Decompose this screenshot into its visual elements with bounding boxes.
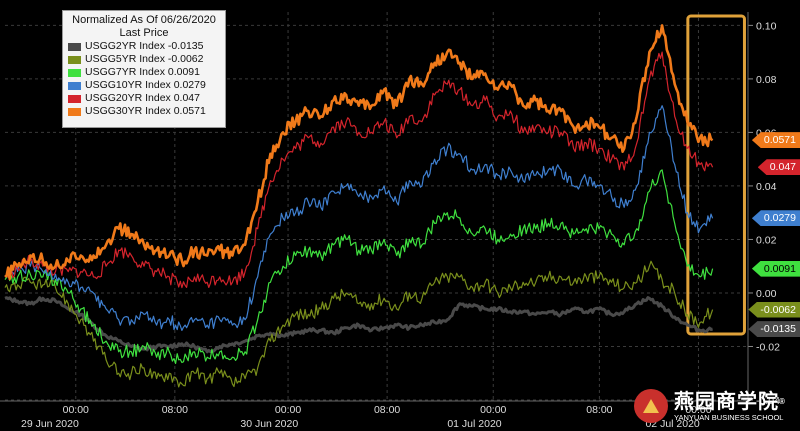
highlight-rect <box>686 14 746 336</box>
x-tick-label: 00:00 <box>685 404 711 416</box>
watermark-cn: 燕园商学院 <box>674 390 779 413</box>
y-tick-label: 0.02 <box>756 234 777 246</box>
x-tick-label: 00:00 <box>63 404 89 416</box>
series-lines <box>4 24 714 388</box>
legend-entry: USGG2YR Index -0.0135 <box>63 40 225 53</box>
last-price-badge: -0.0062 <box>748 301 800 318</box>
legend-label: USGG2YR Index -0.0135 <box>85 40 204 52</box>
legend-entry: USGG20YR Index 0.047 <box>63 92 225 105</box>
legend: Normalized As Of 06/26/2020 Last Price U… <box>62 10 226 128</box>
legend-swatch <box>68 95 81 103</box>
series-line <box>4 24 714 281</box>
series-line <box>4 105 714 331</box>
legend-label: USGG7YR Index 0.0091 <box>85 66 200 78</box>
legend-label: USGG20YR Index 0.047 <box>85 92 200 104</box>
y-tick-label: -0.02 <box>756 341 780 353</box>
x-date-label: 02 Jul 2020 <box>645 418 699 430</box>
x-tick-label: 00:00 <box>275 404 301 416</box>
x-date-label: 30 Jun 2020 <box>240 418 298 430</box>
legend-title: Normalized As Of 06/26/2020 Last Price <box>63 11 225 40</box>
highlight-box <box>686 14 746 336</box>
legend-entry: USGG7YR Index 0.0091 <box>63 66 225 79</box>
legend-title-line2: Last Price <box>119 27 169 39</box>
x-tick-label: 08:00 <box>374 404 400 416</box>
series-line <box>4 296 713 354</box>
y-tick-label: -0.04 <box>756 395 780 407</box>
watermark: 燕园商学院® YANYUAN BUSINESS SCHOOL <box>634 386 786 426</box>
last-price-badge: 0.0279 <box>751 210 800 227</box>
legend-swatch <box>68 56 81 64</box>
y-tick-label: 0.08 <box>756 74 777 86</box>
legend-title-line1: Normalized As Of 06/26/2020 <box>72 14 216 26</box>
legend-rows: USGG2YR Index -0.0135 USGG5YR Index -0.00… <box>63 40 225 118</box>
y-axis: 0.100.080.060.040.020.00-0.02-0.04 <box>747 12 780 407</box>
legend-swatch <box>68 69 81 77</box>
watermark-en: YANYUAN BUSINESS SCHOOL <box>674 412 784 422</box>
legend-label: USGG5YR Index -0.0062 <box>85 53 204 65</box>
last-price-badge: 0.047 <box>757 159 800 176</box>
legend-label: USGG10YR Index 0.0279 <box>85 79 206 91</box>
series-line <box>4 260 714 388</box>
legend-entry: USGG10YR Index 0.0279 <box>63 79 225 92</box>
y-tick-label: 0.10 <box>756 20 777 32</box>
last-price-badge: 0.0091 <box>751 260 800 277</box>
watermark-reg: ® <box>779 396 786 406</box>
x-tick-label: 08:00 <box>586 404 612 416</box>
x-axis: 00:00 08:00 00:00 08:00 00:00 08:00 00:00 29 Ju… <box>0 400 748 430</box>
grid-lines <box>5 12 748 401</box>
legend-label: USGG30YR Index 0.0571 <box>85 105 206 117</box>
series-line <box>4 51 714 289</box>
legend-entry: USGG30YR Index 0.0571 <box>63 105 225 118</box>
x-tick-label: 00:00 <box>480 404 506 416</box>
x-date-label: 29 Jun 2020 <box>21 418 79 430</box>
y-tick-label: 0.04 <box>756 181 777 193</box>
last-price-badge: 0.0571 <box>751 132 800 149</box>
y-tick-label: 0.00 <box>756 288 777 300</box>
legend-swatch <box>68 43 81 51</box>
legend-swatch <box>68 108 81 116</box>
series-line <box>4 169 714 364</box>
last-price-badge: -0.0135 <box>748 321 800 338</box>
legend-swatch <box>68 82 81 90</box>
x-date-label: 01 Jul 2020 <box>447 418 501 430</box>
legend-entry: USGG5YR Index -0.0062 <box>63 53 225 66</box>
x-tick-label: 08:00 <box>162 404 188 416</box>
watermark-logo-icon <box>634 389 668 423</box>
